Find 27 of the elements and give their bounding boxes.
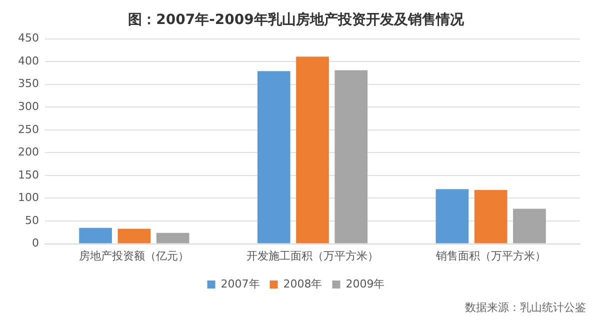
y-tick-label: 0 (32, 236, 39, 250)
y-tick-label: 50 (24, 214, 39, 227)
bar (296, 56, 329, 244)
legend-label: 2007年 (220, 277, 260, 290)
chart-title: 图：2007年-2009年乳山房地产投资开发及销售情况 (128, 11, 465, 28)
bar (513, 208, 546, 244)
bar (334, 70, 368, 244)
source-note: 数据来源：乳山统计公鉴 (464, 300, 587, 315)
y-tick-label: 300 (18, 100, 39, 113)
y-tick-label: 100 (18, 191, 39, 204)
y-tick-label: 150 (18, 168, 39, 182)
x-tick-label: 销售面积（万平方米） (434, 249, 546, 262)
x-tick-label: 开发施工面积（万平方米） (246, 249, 378, 262)
bar (257, 71, 290, 244)
legend-label: 2008年 (283, 277, 322, 290)
bar (79, 228, 112, 244)
x-tick-label: 房地产投资额（亿元） (79, 249, 190, 262)
bar (156, 232, 190, 244)
y-tick-label: 450 (18, 32, 39, 45)
y-tick-label: 250 (18, 122, 39, 136)
bar (436, 189, 469, 244)
legend-label: 2009年 (346, 277, 385, 290)
bar (118, 228, 151, 244)
bar (474, 190, 508, 244)
y-tick-label: 400 (18, 54, 39, 68)
y-tick-label: 350 (18, 77, 39, 90)
y-tick-label: 200 (18, 146, 39, 159)
